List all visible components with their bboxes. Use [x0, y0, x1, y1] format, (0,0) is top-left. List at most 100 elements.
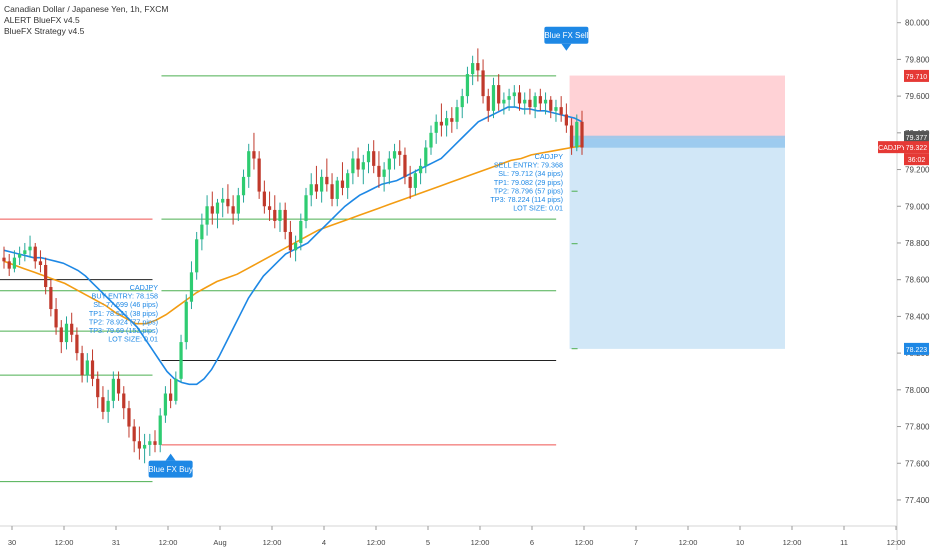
- candle-body: [523, 99, 527, 104]
- position-entry-band: [569, 135, 785, 148]
- candle-body: [241, 176, 246, 196]
- price-tick-label: 77.800: [905, 423, 930, 432]
- candle-body: [169, 393, 173, 401]
- candle-body: [215, 202, 220, 214]
- candle-body: [564, 114, 568, 126]
- candle-body: [424, 147, 428, 166]
- candle-body: [179, 342, 183, 379]
- candle-body: [502, 99, 506, 104]
- candle-body: [54, 309, 58, 328]
- time-tick-label: 7: [634, 538, 638, 547]
- buy-trade-annotation: TP3: 79.69 (153 pips): [89, 326, 158, 335]
- candle-body: [335, 180, 339, 199]
- buy-signal-label: Blue FX Buy: [148, 465, 192, 474]
- buy-trade-annotation: LOT SIZE: 0.01: [108, 335, 158, 344]
- time-tick-label: 12:00: [55, 538, 74, 547]
- candle-body: [221, 198, 225, 203]
- candle-body: [231, 206, 235, 214]
- candle-body: [320, 176, 324, 192]
- candle-body: [90, 360, 95, 379]
- candle-body: [465, 74, 470, 97]
- time-tick-label: 12:00: [783, 538, 802, 547]
- candle-body: [122, 393, 126, 409]
- symbol-price-tag: [878, 141, 906, 154]
- candle-body: [476, 63, 480, 71]
- price-tick-label: 78.000: [905, 386, 930, 395]
- candle-body: [38, 261, 43, 265]
- price-tick-label: 79.800: [905, 55, 930, 64]
- candle-body: [96, 378, 100, 398]
- candle-body: [101, 397, 105, 412]
- time-tick-label: 6: [530, 538, 534, 547]
- candle-body: [413, 173, 417, 188]
- buy-trade-annotation: TP1: 78.541 (38 pips): [89, 309, 158, 318]
- candle-body: [44, 265, 48, 288]
- candle-body: [23, 250, 27, 254]
- candle-body: [106, 400, 110, 412]
- candle-body: [372, 151, 376, 166]
- time-tick-label: 12:00: [367, 538, 386, 547]
- candle-body: [158, 415, 162, 445]
- candle-body: [304, 195, 308, 221]
- candle-body: [210, 206, 214, 214]
- candle-body: [434, 121, 438, 133]
- candle-body: [195, 239, 199, 273]
- price-tick-label: 78.800: [905, 239, 930, 248]
- slow-ma-line: [3, 144, 583, 325]
- signal-pointer: [165, 453, 176, 461]
- candle-body: [132, 426, 136, 442]
- candle-body: [80, 353, 84, 376]
- candle-body: [398, 151, 402, 155]
- candle-body: [471, 63, 475, 75]
- candle-body: [392, 151, 397, 159]
- candle-body: [543, 99, 548, 104]
- candle-body: [325, 176, 329, 185]
- price-tick-label: 78.400: [905, 312, 930, 321]
- candle-body: [408, 176, 412, 188]
- candle-body: [70, 323, 74, 335]
- price-tick-label: 77.600: [905, 459, 930, 468]
- signal-pointer: [561, 43, 572, 51]
- candle-body: [418, 165, 423, 174]
- candle-body: [33, 246, 37, 262]
- candle-body: [236, 195, 240, 214]
- candle-body: [18, 253, 22, 258]
- candle-body: [351, 158, 355, 174]
- time-tick-label: 5: [426, 538, 430, 547]
- candle-body: [226, 198, 230, 207]
- time-tick-label: 12:00: [679, 538, 698, 547]
- candle-body: [85, 360, 89, 376]
- indicator-label-alert: ALERT BlueFX v4.5: [4, 15, 80, 25]
- candle-body: [460, 96, 464, 108]
- candle-body: [387, 158, 391, 170]
- buy-trade-annotation: BUY ENTRY: 78.158: [92, 292, 158, 301]
- candle-body: [283, 209, 287, 232]
- candle-body: [153, 441, 157, 445]
- time-tick-label: 12:00: [887, 538, 906, 547]
- price-tick-label: 77.400: [905, 496, 930, 505]
- sell-trade-annotation: SELL ENTRY: 79.368: [494, 161, 563, 170]
- candle-body: [174, 378, 178, 401]
- candle-body: [252, 151, 256, 159]
- time-tick-label: 12:00: [159, 538, 178, 547]
- candle-body: [75, 334, 79, 354]
- candle-body: [497, 85, 501, 104]
- symbol-title: Canadian Dollar / Japanese Yen, 1h, FXCM: [4, 4, 169, 14]
- candle-body: [200, 224, 204, 240]
- candle-body: [127, 408, 131, 427]
- candle-body: [314, 184, 319, 192]
- indicator-label-strategy: BlueFX Strategy v4.5: [4, 26, 85, 36]
- candle-body: [330, 184, 334, 199]
- axis-price-tag: [904, 141, 929, 154]
- candle-body: [491, 85, 496, 111]
- candle-body: [267, 206, 272, 210]
- axis-price-tag: [904, 342, 929, 355]
- axis-price-tag-value: 79.322: [906, 145, 928, 152]
- sell-trade-annotation: TP1: 79.082 (29 pips): [494, 178, 563, 187]
- candle-body: [142, 444, 147, 449]
- time-tick-label: 12:00: [471, 538, 490, 547]
- price-tick-label: 78.600: [905, 276, 930, 285]
- candle-body: [517, 92, 522, 104]
